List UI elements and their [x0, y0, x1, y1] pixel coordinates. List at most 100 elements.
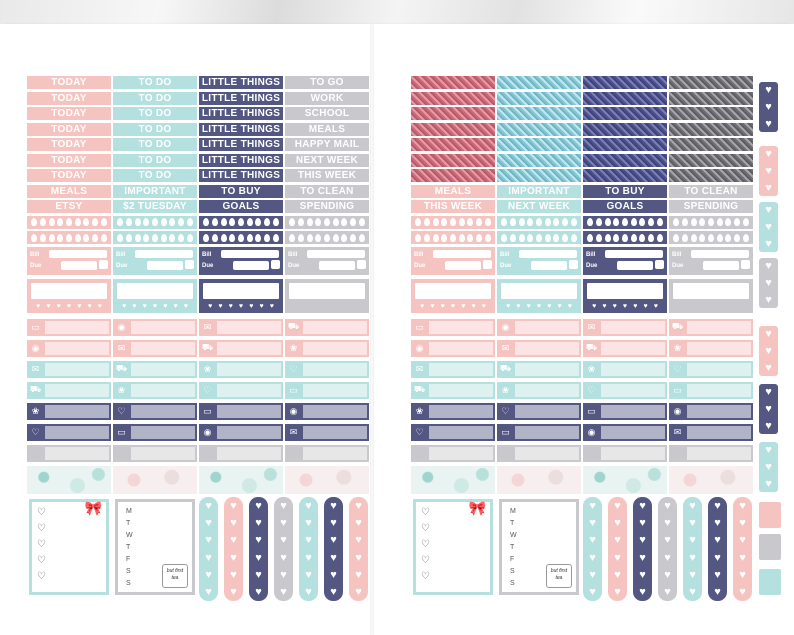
- heart-tracker-box[interactable]: [669, 278, 753, 313]
- checkbox-sticker[interactable]: ✉: [199, 318, 283, 336]
- label-strip[interactable]: ETSY: [27, 200, 111, 213]
- glitter-strip[interactable]: [497, 169, 581, 182]
- heart-tracker-box[interactable]: ♥ ♥ ♥ ♥ ♥ ♥ ♥: [497, 278, 581, 313]
- label-strip[interactable]: LITTLE THINGS: [199, 107, 283, 120]
- drops-strip[interactable]: [411, 215, 495, 229]
- checkbox-sticker[interactable]: ♡: [199, 381, 283, 399]
- glitter-strip[interactable]: [497, 138, 581, 151]
- glitter-strip[interactable]: [583, 122, 667, 136]
- label-strip[interactable]: SPENDING: [669, 200, 753, 213]
- side-heart-sticker[interactable]: ♥ ♥ ♥: [759, 442, 778, 492]
- checkbox-sticker[interactable]: ✉: [411, 360, 495, 378]
- checkbox-sticker[interactable]: ⛟: [583, 339, 667, 357]
- checkbox-sticker[interactable]: ♡: [113, 402, 197, 420]
- checkbox-sticker[interactable]: ◉: [583, 423, 667, 441]
- drops-strip[interactable]: [285, 231, 369, 244]
- bill-due-sticker[interactable]: Bill Due: [199, 246, 283, 275]
- label-strip[interactable]: NEXT WEEK: [497, 200, 581, 213]
- bill-due-sticker[interactable]: Bill Due: [411, 246, 495, 275]
- checkbox-sticker[interactable]: ▭: [411, 318, 495, 336]
- heart-column-sticker[interactable]: ♥ ♥ ♥ ♥ ♥ ♥: [274, 497, 293, 601]
- checkbox-sticker[interactable]: ▭: [497, 423, 581, 441]
- drops-strip[interactable]: [497, 215, 581, 229]
- checkbox-sticker[interactable]: ▭: [199, 402, 283, 420]
- checkbox-sticker[interactable]: ▭: [113, 423, 197, 441]
- checkbox-sticker[interactable]: ❀: [411, 402, 495, 420]
- checkbox-sticker[interactable]: [199, 444, 283, 462]
- glitter-strip[interactable]: [497, 153, 581, 167]
- glitter-strip[interactable]: [411, 138, 495, 151]
- drops-strip[interactable]: [497, 231, 581, 244]
- heart-column-sticker[interactable]: ♥ ♥ ♥ ♥ ♥ ♥: [249, 497, 268, 601]
- side-heart-sticker[interactable]: ♥ ♥ ♥: [759, 258, 778, 308]
- checkbox-sticker[interactable]: ⛟: [113, 360, 197, 378]
- label-strip[interactable]: TO DO: [113, 107, 197, 120]
- bow-sticker[interactable]: [759, 502, 781, 528]
- label-strip[interactable]: LITTLE THINGS: [199, 169, 283, 182]
- glitter-strip[interactable]: [411, 91, 495, 105]
- heart-column-sticker[interactable]: ♥ ♥ ♥ ♥ ♥ ♥: [224, 497, 243, 601]
- heart-column-sticker[interactable]: ♥ ♥ ♥ ♥ ♥ ♥: [733, 497, 752, 601]
- checkbox-sticker[interactable]: ▭: [285, 381, 369, 399]
- label-strip[interactable]: TODAY: [27, 169, 111, 182]
- bill-due-sticker[interactable]: Bill Due: [113, 246, 197, 275]
- checkbox-sticker[interactable]: ♡: [497, 402, 581, 420]
- side-heart-sticker[interactable]: ♥ ♥ ♥: [759, 202, 778, 252]
- bill-due-sticker[interactable]: Bill Due: [27, 246, 111, 275]
- drops-strip[interactable]: [113, 215, 197, 229]
- checkbox-sticker[interactable]: [583, 444, 667, 462]
- label-strip[interactable]: TO DO: [113, 169, 197, 182]
- label-strip[interactable]: TODAY: [27, 153, 111, 167]
- glitter-strip[interactable]: [497, 91, 581, 105]
- heart-column-sticker[interactable]: ♥ ♥ ♥ ♥ ♥ ♥: [608, 497, 627, 601]
- note-box[interactable]: ♡ ♡ ♡ ♡ ♡ 🎀: [27, 497, 111, 597]
- label-strip[interactable]: TODAY: [27, 76, 111, 89]
- checkbox-sticker[interactable]: ♡: [669, 360, 753, 378]
- label-strip[interactable]: $2 TUESDAY: [113, 200, 197, 213]
- checkbox-sticker[interactable]: ⛟: [199, 339, 283, 357]
- label-strip[interactable]: TODAY: [27, 122, 111, 136]
- checkbox-sticker[interactable]: ▭: [27, 318, 111, 336]
- checkbox-sticker[interactable]: [113, 444, 197, 462]
- checkbox-sticker[interactable]: ⛟: [27, 381, 111, 399]
- drops-strip[interactable]: [199, 215, 283, 229]
- heart-column-sticker[interactable]: ♥ ♥ ♥ ♥ ♥ ♥: [683, 497, 702, 601]
- drops-strip[interactable]: [669, 215, 753, 229]
- glitter-strip[interactable]: [583, 76, 667, 89]
- checkbox-sticker[interactable]: [669, 444, 753, 462]
- heart-tracker-box[interactable]: ♥ ♥ ♥ ♥ ♥ ♥ ♥: [27, 278, 111, 313]
- checkbox-sticker[interactable]: ✉: [669, 423, 753, 441]
- label-strip[interactable]: THIS WEEK: [411, 200, 495, 213]
- bill-due-sticker[interactable]: Bill Due: [285, 246, 369, 275]
- heart-column-sticker[interactable]: ♥ ♥ ♥ ♥ ♥ ♥: [583, 497, 602, 601]
- checkbox-sticker[interactable]: ◉: [285, 402, 369, 420]
- checkbox-sticker[interactable]: ❀: [27, 402, 111, 420]
- glitter-strip[interactable]: [669, 91, 753, 105]
- checkbox-sticker[interactable]: ❀: [285, 339, 369, 357]
- drops-strip[interactable]: [583, 215, 667, 229]
- checkbox-sticker[interactable]: ❀: [669, 339, 753, 357]
- label-strip[interactable]: THIS WEEK: [285, 169, 369, 182]
- label-strip[interactable]: LITTLE THINGS: [199, 76, 283, 89]
- heart-column-sticker[interactable]: ♥ ♥ ♥ ♥ ♥ ♥: [633, 497, 652, 601]
- checkbox-sticker[interactable]: ♡: [27, 423, 111, 441]
- drops-strip[interactable]: [27, 231, 111, 244]
- heart-tracker-box[interactable]: ♥ ♥ ♥ ♥ ♥ ♥ ♥: [199, 278, 283, 313]
- checkbox-sticker[interactable]: [27, 444, 111, 462]
- label-strip[interactable]: TO DO: [113, 153, 197, 167]
- checkbox-sticker[interactable]: ♡: [411, 423, 495, 441]
- glitter-strip[interactable]: [583, 169, 667, 182]
- drops-strip[interactable]: [583, 231, 667, 244]
- label-strip[interactable]: LITTLE THINGS: [199, 138, 283, 151]
- label-strip[interactable]: TO DO: [113, 138, 197, 151]
- label-strip[interactable]: HAPPY MAIL: [285, 138, 369, 151]
- checkbox-sticker[interactable]: ◉: [199, 423, 283, 441]
- floral-sticker[interactable]: [759, 569, 781, 595]
- checkbox-sticker[interactable]: ♡: [583, 381, 667, 399]
- label-strip[interactable]: IMPORTANT: [113, 184, 197, 198]
- glitter-strip[interactable]: [669, 169, 753, 182]
- drops-strip[interactable]: [411, 231, 495, 244]
- label-strip[interactable]: TO BUY: [583, 184, 667, 198]
- label-strip[interactable]: TO DO: [113, 76, 197, 89]
- glitter-strip[interactable]: [497, 76, 581, 89]
